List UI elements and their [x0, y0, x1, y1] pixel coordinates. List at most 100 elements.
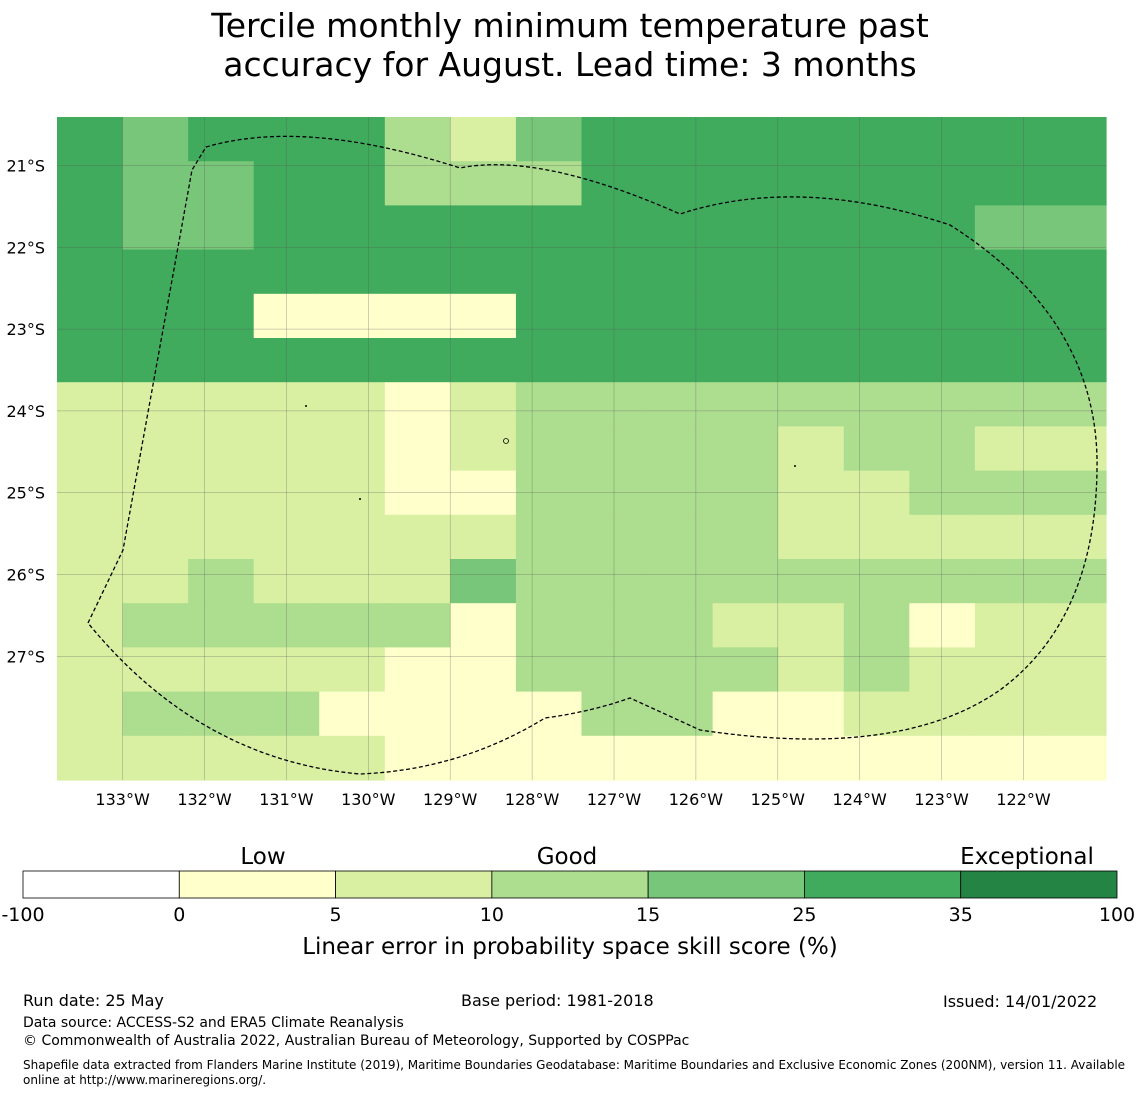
grid-cell	[122, 470, 189, 516]
grid-cell	[450, 735, 517, 781]
x-tick-label: 127°W	[587, 790, 642, 809]
grid-cell	[384, 691, 451, 737]
grid-cell	[319, 514, 386, 560]
grid-cell	[581, 161, 648, 206]
grid-cell	[581, 205, 648, 251]
grid-cell	[253, 514, 320, 560]
grid-cell	[778, 382, 845, 427]
grid-cell	[384, 647, 451, 693]
grid-cell	[778, 338, 845, 383]
grid-cell	[253, 647, 320, 693]
grid-cell	[253, 470, 320, 516]
grid-cell	[581, 647, 648, 693]
grid-cell	[450, 647, 517, 693]
grid-cell	[778, 559, 845, 604]
grid-cell	[1040, 735, 1107, 781]
colorbar-segment	[647, 870, 805, 899]
grid-cell	[450, 161, 517, 206]
grid-cell	[319, 559, 386, 604]
grid-cell	[581, 249, 648, 295]
grid-cell	[384, 293, 451, 339]
grid-cell	[843, 559, 910, 604]
y-tick-label: 21°S	[6, 157, 45, 176]
graticule	[57, 117, 1106, 780]
y-tick-label: 22°S	[6, 238, 45, 257]
grid-cell	[909, 691, 976, 737]
grid-cell	[1040, 514, 1107, 560]
grid-cell	[384, 735, 451, 781]
grid-cell	[712, 691, 779, 737]
y-tick-label: 26°S	[6, 566, 45, 585]
grid-cell	[57, 470, 124, 516]
grid-cell	[450, 470, 517, 516]
grid-cell	[909, 338, 976, 383]
grid-cell	[1040, 647, 1107, 693]
grid-cell	[188, 338, 255, 383]
grid-cell	[253, 735, 320, 781]
grid-cell	[1040, 205, 1107, 251]
grid-cell	[1040, 161, 1107, 206]
grid-cell	[57, 514, 124, 560]
grid-cell	[57, 559, 124, 604]
grid-cell	[974, 735, 1042, 781]
grid-cell	[843, 735, 910, 781]
x-tick-label: 123°W	[914, 790, 969, 809]
grid-cell	[450, 514, 517, 560]
grid-cell	[778, 293, 845, 339]
x-tick-label: 122°W	[996, 790, 1051, 809]
grid-cell	[909, 249, 976, 295]
grid-cell	[974, 603, 1042, 648]
grid-cell	[712, 382, 779, 427]
grid-cell	[57, 735, 124, 781]
grid-cell	[122, 382, 189, 427]
eez-boundary	[87, 135, 1098, 775]
grid-cell	[778, 205, 845, 251]
grid-cell	[647, 691, 714, 737]
grid-cell	[450, 382, 517, 427]
colorbar-segment	[804, 870, 962, 899]
grid-cell	[647, 603, 714, 648]
grid-cell	[253, 293, 320, 339]
x-tick-label: 128°W	[505, 790, 560, 809]
grid-cell	[1040, 249, 1107, 295]
grid-cell	[1040, 426, 1107, 472]
grid-cell	[122, 735, 189, 781]
grid-cell	[1040, 691, 1107, 737]
grid-cell	[647, 426, 714, 472]
grid-cell	[909, 426, 976, 472]
grid-cell	[384, 249, 451, 295]
colorbar-category-label: Low	[240, 844, 285, 870]
grid-cell	[57, 338, 124, 383]
grid-cell	[515, 338, 583, 383]
y-tick-label: 25°S	[6, 484, 45, 503]
colorbar-tick-label: 100	[1099, 904, 1135, 926]
grid-cell	[974, 249, 1042, 295]
colorbar-segment	[178, 870, 336, 899]
grid-cell	[319, 117, 386, 162]
grid-cell	[647, 117, 714, 162]
grid-cell	[188, 603, 255, 648]
grid-cell	[319, 161, 386, 206]
grid-cell	[319, 205, 386, 251]
grid-cell	[253, 117, 320, 162]
grid-cell	[319, 647, 386, 693]
grid-cell	[450, 691, 517, 737]
grid-cell	[122, 647, 189, 693]
grid-cell	[384, 205, 451, 251]
grid-cell	[974, 205, 1042, 251]
grid-cell	[778, 161, 845, 206]
grid-cell	[253, 205, 320, 251]
grid-cell	[843, 293, 910, 339]
grid-cell	[581, 470, 648, 516]
grid-cell	[384, 514, 451, 560]
grid-cell	[843, 647, 910, 693]
grid-cell	[843, 691, 910, 737]
grid-cell	[188, 293, 255, 339]
grid-cell	[319, 603, 386, 648]
grid-cell	[974, 647, 1042, 693]
grid-cell	[1040, 603, 1107, 648]
grid-cell	[581, 338, 648, 383]
grid-cell	[909, 382, 976, 427]
grid-cell	[57, 691, 124, 737]
grid-cell	[712, 470, 779, 516]
